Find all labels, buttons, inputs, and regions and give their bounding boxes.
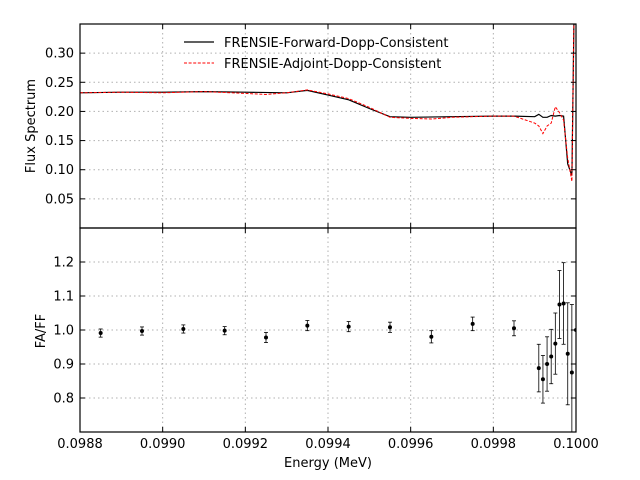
data-point	[512, 326, 516, 331]
y-tick-label: 0.05	[45, 192, 74, 207]
y-tick-label: 0.15	[45, 134, 74, 149]
bottom-ylabel: FA/FF	[34, 314, 49, 349]
data-point	[540, 377, 545, 382]
data-point	[140, 329, 144, 334]
y-tick-label: 0.9	[53, 358, 74, 373]
top-ylabel: Flux Spectrum	[24, 79, 39, 173]
data-point	[181, 326, 186, 331]
data-point	[222, 328, 227, 333]
data-point	[569, 370, 574, 375]
data-point	[553, 341, 558, 346]
data-point	[470, 321, 475, 326]
legend-entry: FRENSIE-Adjoint-Dopp-Consistent	[224, 57, 441, 72]
data-point	[549, 354, 554, 359]
y-tick-label: 1.2	[53, 256, 74, 271]
x-tick-label: 0.0992	[223, 437, 269, 452]
y-tick-label: 1.0	[53, 324, 74, 339]
data-point	[98, 331, 103, 336]
data-point	[264, 335, 268, 340]
ratio-panel: 0.8 0.9 1.0 1.1 1.2 0.0988 0.0990 0.0992 0.0994 0…	[53, 227, 599, 452]
flux-spectrum-panel: FRENSIE-Forward-Dopp-Consistent FRENSIE-A…	[45, 23, 577, 229]
x-tick-label: 0.0996	[388, 437, 434, 452]
xlabel: Energy (MeV)	[284, 456, 372, 471]
x-tick-label: 0.0988	[57, 437, 103, 452]
y-tick-label: 0.25	[45, 76, 74, 91]
series-line-adjoint	[80, 24, 576, 182]
data-point	[545, 362, 550, 366]
y-tick-label: 0.8	[53, 392, 74, 407]
data-point	[388, 325, 392, 330]
y-tick-label: 0.10	[45, 163, 74, 178]
x-tick-label: 0.1000	[553, 437, 599, 452]
data-point	[536, 366, 541, 371]
data-point	[557, 302, 562, 307]
x-tick-label: 0.0998	[471, 437, 517, 452]
y-tick-label: 0.20	[45, 105, 74, 120]
x-tick-label: 0.0990	[140, 437, 186, 452]
data-point	[305, 323, 310, 328]
legend-entry: FRENSIE-Forward-Dopp-Consistent	[224, 36, 448, 51]
ratio-series	[98, 228, 576, 432]
y-tick-label: 1.1	[53, 290, 74, 305]
data-point	[565, 351, 570, 356]
data-point	[429, 334, 434, 339]
axes-frame	[79, 23, 577, 229]
y-tick-label: 0.30	[45, 47, 74, 62]
data-point	[561, 301, 566, 306]
legend: FRENSIE-Forward-Dopp-Consistent FRENSIE-A…	[184, 36, 448, 72]
data-point	[346, 324, 351, 329]
x-tick-label: 0.0994	[305, 437, 351, 452]
